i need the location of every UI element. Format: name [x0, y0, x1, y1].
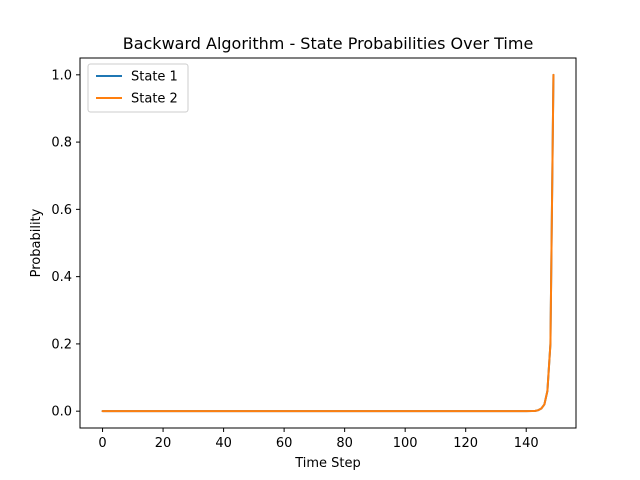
- legend-label-state-1: State 1: [131, 70, 178, 85]
- y-axis-label: Probability: [29, 208, 44, 277]
- x-tick-label: 60: [276, 436, 293, 451]
- plot-frame: [79, 57, 577, 429]
- x-tick-label: 120: [453, 436, 478, 451]
- chart-title: Backward Algorithm - State Probabilities…: [123, 34, 534, 53]
- x-tick-label: 100: [393, 436, 418, 451]
- legend: State 1 State 2: [87, 63, 189, 113]
- series-line-state-2: [101, 73, 555, 413]
- x-tick-label: 20: [155, 436, 172, 451]
- y-tick-label: 0.4: [51, 270, 72, 285]
- y-tick-label: 1.0: [51, 68, 72, 83]
- plot-area: 0 20 40 60 80 100 120 140 0.0 0.2 0.4 0.6 0.8 1.0: [51, 57, 577, 451]
- x-axis-ticks: 0 20 40 60 80 100 120 140: [98, 428, 539, 451]
- y-tick-label: 0.8: [51, 136, 72, 151]
- y-tick-label: 0.0: [51, 405, 72, 420]
- y-tick-label: 0.2: [51, 337, 72, 352]
- legend-label-state-2: State 2: [131, 92, 178, 107]
- series-layer: [101, 73, 555, 413]
- x-tick-label: 40: [215, 436, 232, 451]
- x-tick-label: 80: [336, 436, 353, 451]
- x-tick-label: 140: [514, 436, 539, 451]
- x-axis-label: Time Step: [294, 456, 361, 471]
- y-axis-ticks: 0.0 0.2 0.4 0.6 0.8 1.0: [51, 68, 80, 420]
- y-tick-label: 0.6: [51, 203, 72, 218]
- x-tick-label: 0: [98, 436, 106, 451]
